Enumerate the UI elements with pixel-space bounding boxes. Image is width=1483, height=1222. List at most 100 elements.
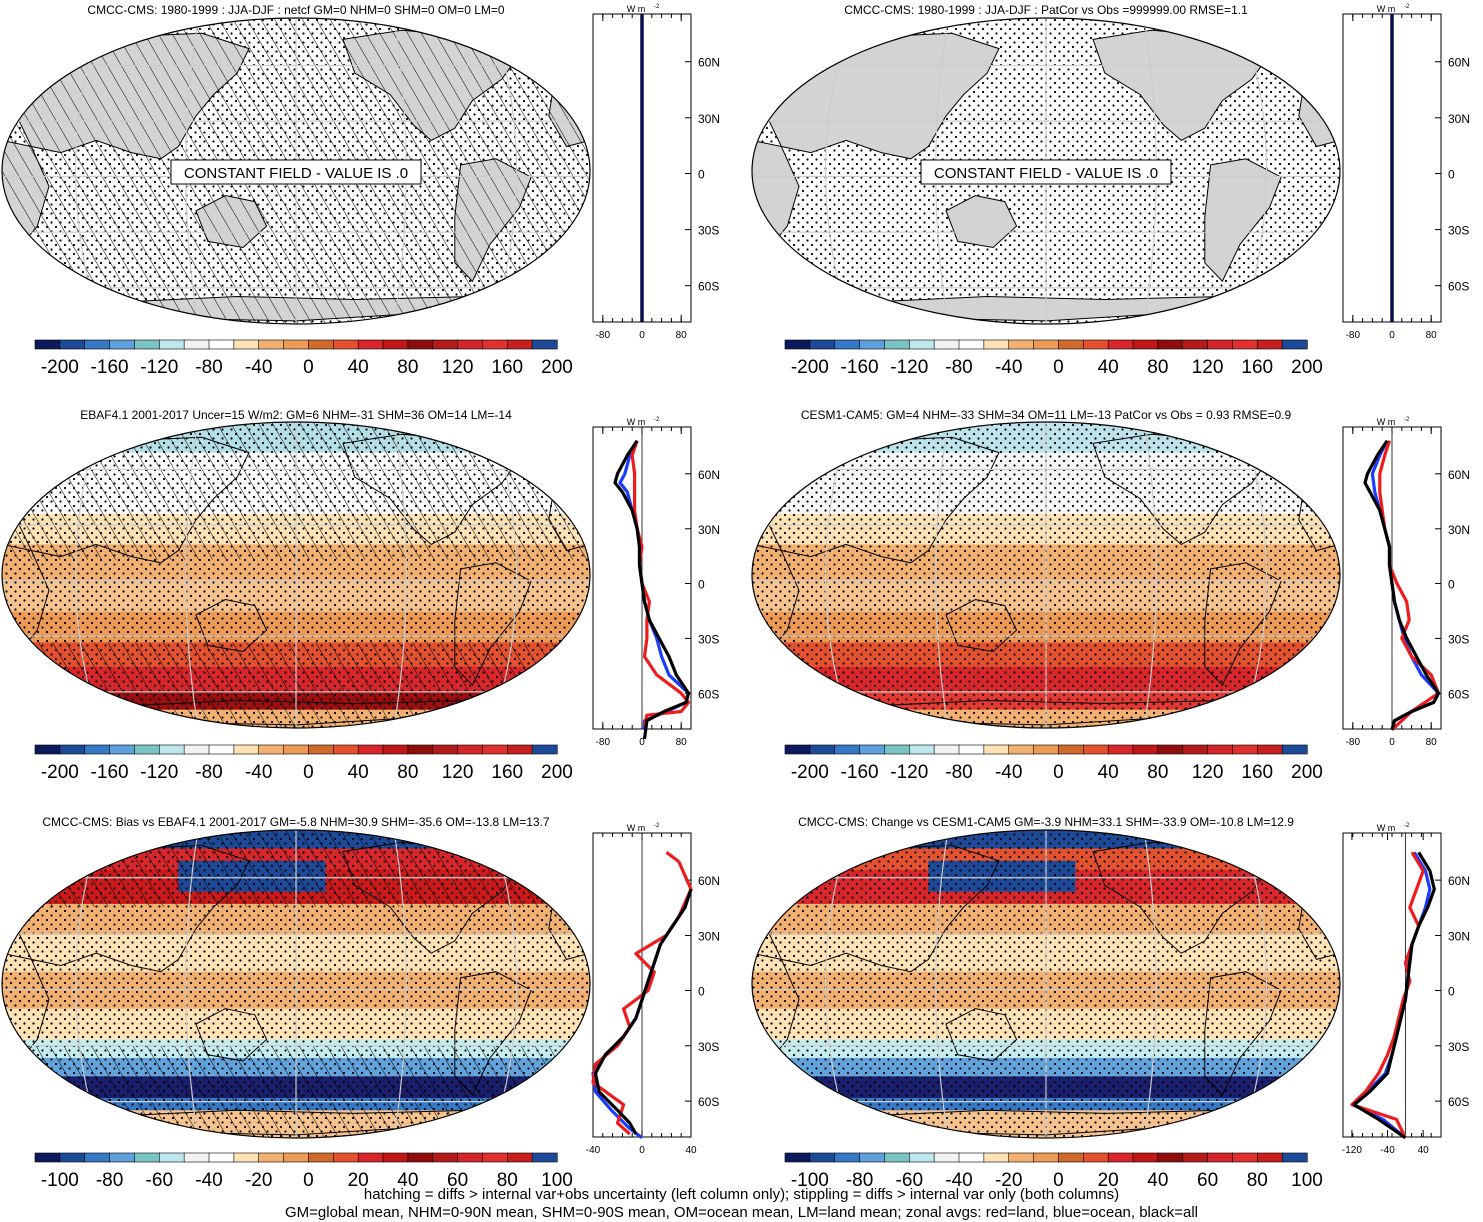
unit-exponent: -2 — [1404, 4, 1410, 10]
x-tick-label: 40 — [685, 1145, 697, 1156]
colorbar-cell — [308, 339, 334, 350]
colorbar-label: -160 — [91, 357, 129, 378]
colorbar-cell — [1281, 1152, 1308, 1163]
colorbar-label: 120 — [1192, 357, 1224, 378]
panel-title: CMCC-CMS: 1980-1999 : JJA-DJF : PatCor v… — [844, 3, 1248, 17]
x-tick-label: 0 — [639, 1145, 645, 1156]
colorbar-cell — [258, 744, 285, 755]
colorbar-cell — [859, 744, 886, 755]
colorbar-label: 200 — [541, 357, 573, 378]
colorbar-label: 20 — [348, 1170, 369, 1191]
colorbar-cell — [208, 744, 235, 755]
x-tick-label: -80 — [1346, 330, 1361, 341]
lat-label: 30S — [698, 632, 719, 646]
colorbar-cell — [1033, 339, 1060, 350]
colorbar-cell — [357, 1152, 384, 1163]
lat-label: 30S — [1448, 224, 1469, 238]
colorbar-label: -40 — [245, 357, 272, 378]
colorbar-label: -200 — [41, 762, 79, 783]
x-tick-label: -40 — [586, 1145, 601, 1156]
colorbar-label: 40 — [1098, 762, 1119, 783]
colorbar-cell — [958, 744, 985, 755]
colorbar-cell — [283, 1152, 310, 1163]
colorbar-label: 160 — [491, 762, 523, 783]
colorbar-label: 100 — [1291, 1170, 1323, 1191]
colorbar-cell — [1082, 339, 1109, 350]
map-border — [1, 829, 591, 1139]
colorbar-cell — [183, 744, 210, 755]
footer-line-2: GM=global mean, NHM=0-90N mean, SHM=0-90… — [284, 1204, 1198, 1221]
colorbar-label: 0 — [303, 357, 314, 378]
lat-label: 30S — [1448, 632, 1469, 646]
zonal-series-all — [1363, 439, 1441, 731]
graticule-lon — [185, 830, 199, 1138]
colorbar-label: -40 — [195, 1170, 222, 1191]
colorbar-cell — [109, 744, 136, 755]
colorbar-cell — [1157, 339, 1184, 350]
colorbar-cell — [809, 744, 836, 755]
lat-label: 30N — [698, 523, 720, 537]
colorbar-cell — [134, 744, 160, 755]
colorbar-cell — [482, 339, 508, 350]
colorbar-cell — [506, 1152, 533, 1163]
colorbar-label: -120 — [890, 357, 928, 378]
lat-label: 0 — [698, 168, 705, 182]
colorbar-cell — [983, 339, 1010, 350]
colorbar-cell — [958, 339, 985, 350]
map-border — [1, 17, 591, 325]
colorbar-cell — [109, 1152, 136, 1163]
constant-field-label: CONSTANT FIELD - VALUE IS .0 — [184, 165, 408, 182]
colorbar-cell — [1132, 1152, 1159, 1163]
continent-outline — [752, 952, 800, 1062]
colorbar-label: -120 — [140, 762, 178, 783]
colorbar-label: 80 — [497, 1170, 518, 1191]
colorbar-cell — [34, 339, 61, 350]
x-tick-label: -40 — [1380, 1145, 1395, 1156]
panel-title: CMCC-CMS: Bias vs EBAF4.1 2001-2017 GM=-… — [42, 815, 550, 829]
map-4 — [2, 830, 590, 1138]
colorbar-label: -40 — [945, 1170, 972, 1191]
continent-outline — [945, 598, 1018, 653]
lat-label: 30N — [1448, 523, 1470, 537]
colorbar-label: -160 — [841, 357, 879, 378]
lat-label: 60N — [698, 468, 720, 482]
colorbar-label: 200 — [541, 762, 573, 783]
colorbar-cell — [59, 1152, 86, 1163]
colorbar-label: 200 — [1291, 357, 1323, 378]
colorbar-cell — [208, 339, 235, 350]
colorbar-cell — [809, 339, 836, 350]
colorbar-cell — [1058, 1152, 1084, 1163]
colorbar-cell — [308, 744, 334, 755]
unit-exponent: -2 — [1404, 823, 1410, 829]
colorbar-cell — [59, 744, 86, 755]
colorbar-cell — [531, 744, 558, 755]
colorbar-cell — [983, 1152, 1010, 1163]
colorbar-label: 160 — [1241, 357, 1273, 378]
unit-exponent: -2 — [654, 4, 660, 10]
x-tick-label: -80 — [1346, 737, 1361, 748]
colorbar-cell — [407, 744, 434, 755]
colorbar-cell — [158, 1152, 185, 1163]
colorbar-cell — [308, 1152, 334, 1163]
colorbar-label: 40 — [348, 762, 369, 783]
colorbar-cell — [983, 744, 1010, 755]
lat-label: 30N — [698, 112, 720, 126]
colorbar-label: 100 — [541, 1170, 573, 1191]
graticule-lon — [393, 830, 407, 1138]
colorbar-label: -40 — [995, 357, 1022, 378]
graticule-lon — [935, 830, 949, 1138]
colorbar-label: 40 — [397, 1170, 418, 1191]
colorbar-cell — [432, 1152, 459, 1163]
map-5 — [752, 830, 1340, 1138]
colorbar-cell — [457, 1152, 484, 1163]
colorbar-cell — [1107, 744, 1134, 755]
colorbar-cell — [834, 1152, 861, 1163]
graticule-lon — [935, 422, 949, 728]
colorbar-cell — [784, 744, 811, 755]
colorbar-label: -100 — [791, 1170, 829, 1191]
colorbar-cell — [1107, 339, 1134, 350]
colorbar-cell — [233, 339, 260, 350]
colorbar-cell — [859, 1152, 886, 1163]
graticule-lon — [393, 422, 407, 728]
colorbar-cell — [1207, 1152, 1234, 1163]
